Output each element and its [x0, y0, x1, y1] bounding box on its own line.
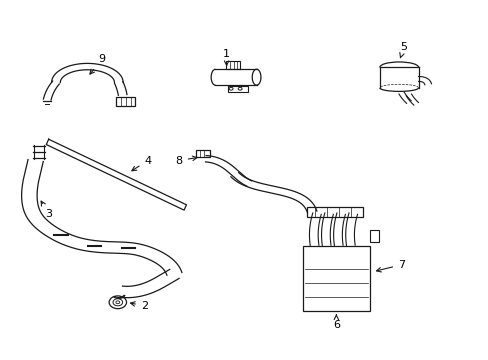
Bar — [196, 150, 209, 157]
Text: 9: 9 — [90, 54, 105, 74]
Text: 3: 3 — [41, 201, 52, 219]
Text: 7: 7 — [376, 260, 405, 272]
Bar — [225, 62, 240, 69]
Bar — [302, 246, 369, 311]
Text: 1: 1 — [223, 49, 230, 66]
Text: 5: 5 — [399, 42, 407, 58]
Text: 6: 6 — [332, 315, 339, 330]
Bar — [116, 97, 135, 105]
Bar — [227, 86, 248, 91]
Bar — [307, 207, 362, 217]
Text: 2: 2 — [130, 301, 148, 311]
Text: 4: 4 — [132, 156, 151, 171]
Text: 8: 8 — [175, 156, 197, 166]
Bar — [369, 230, 378, 242]
